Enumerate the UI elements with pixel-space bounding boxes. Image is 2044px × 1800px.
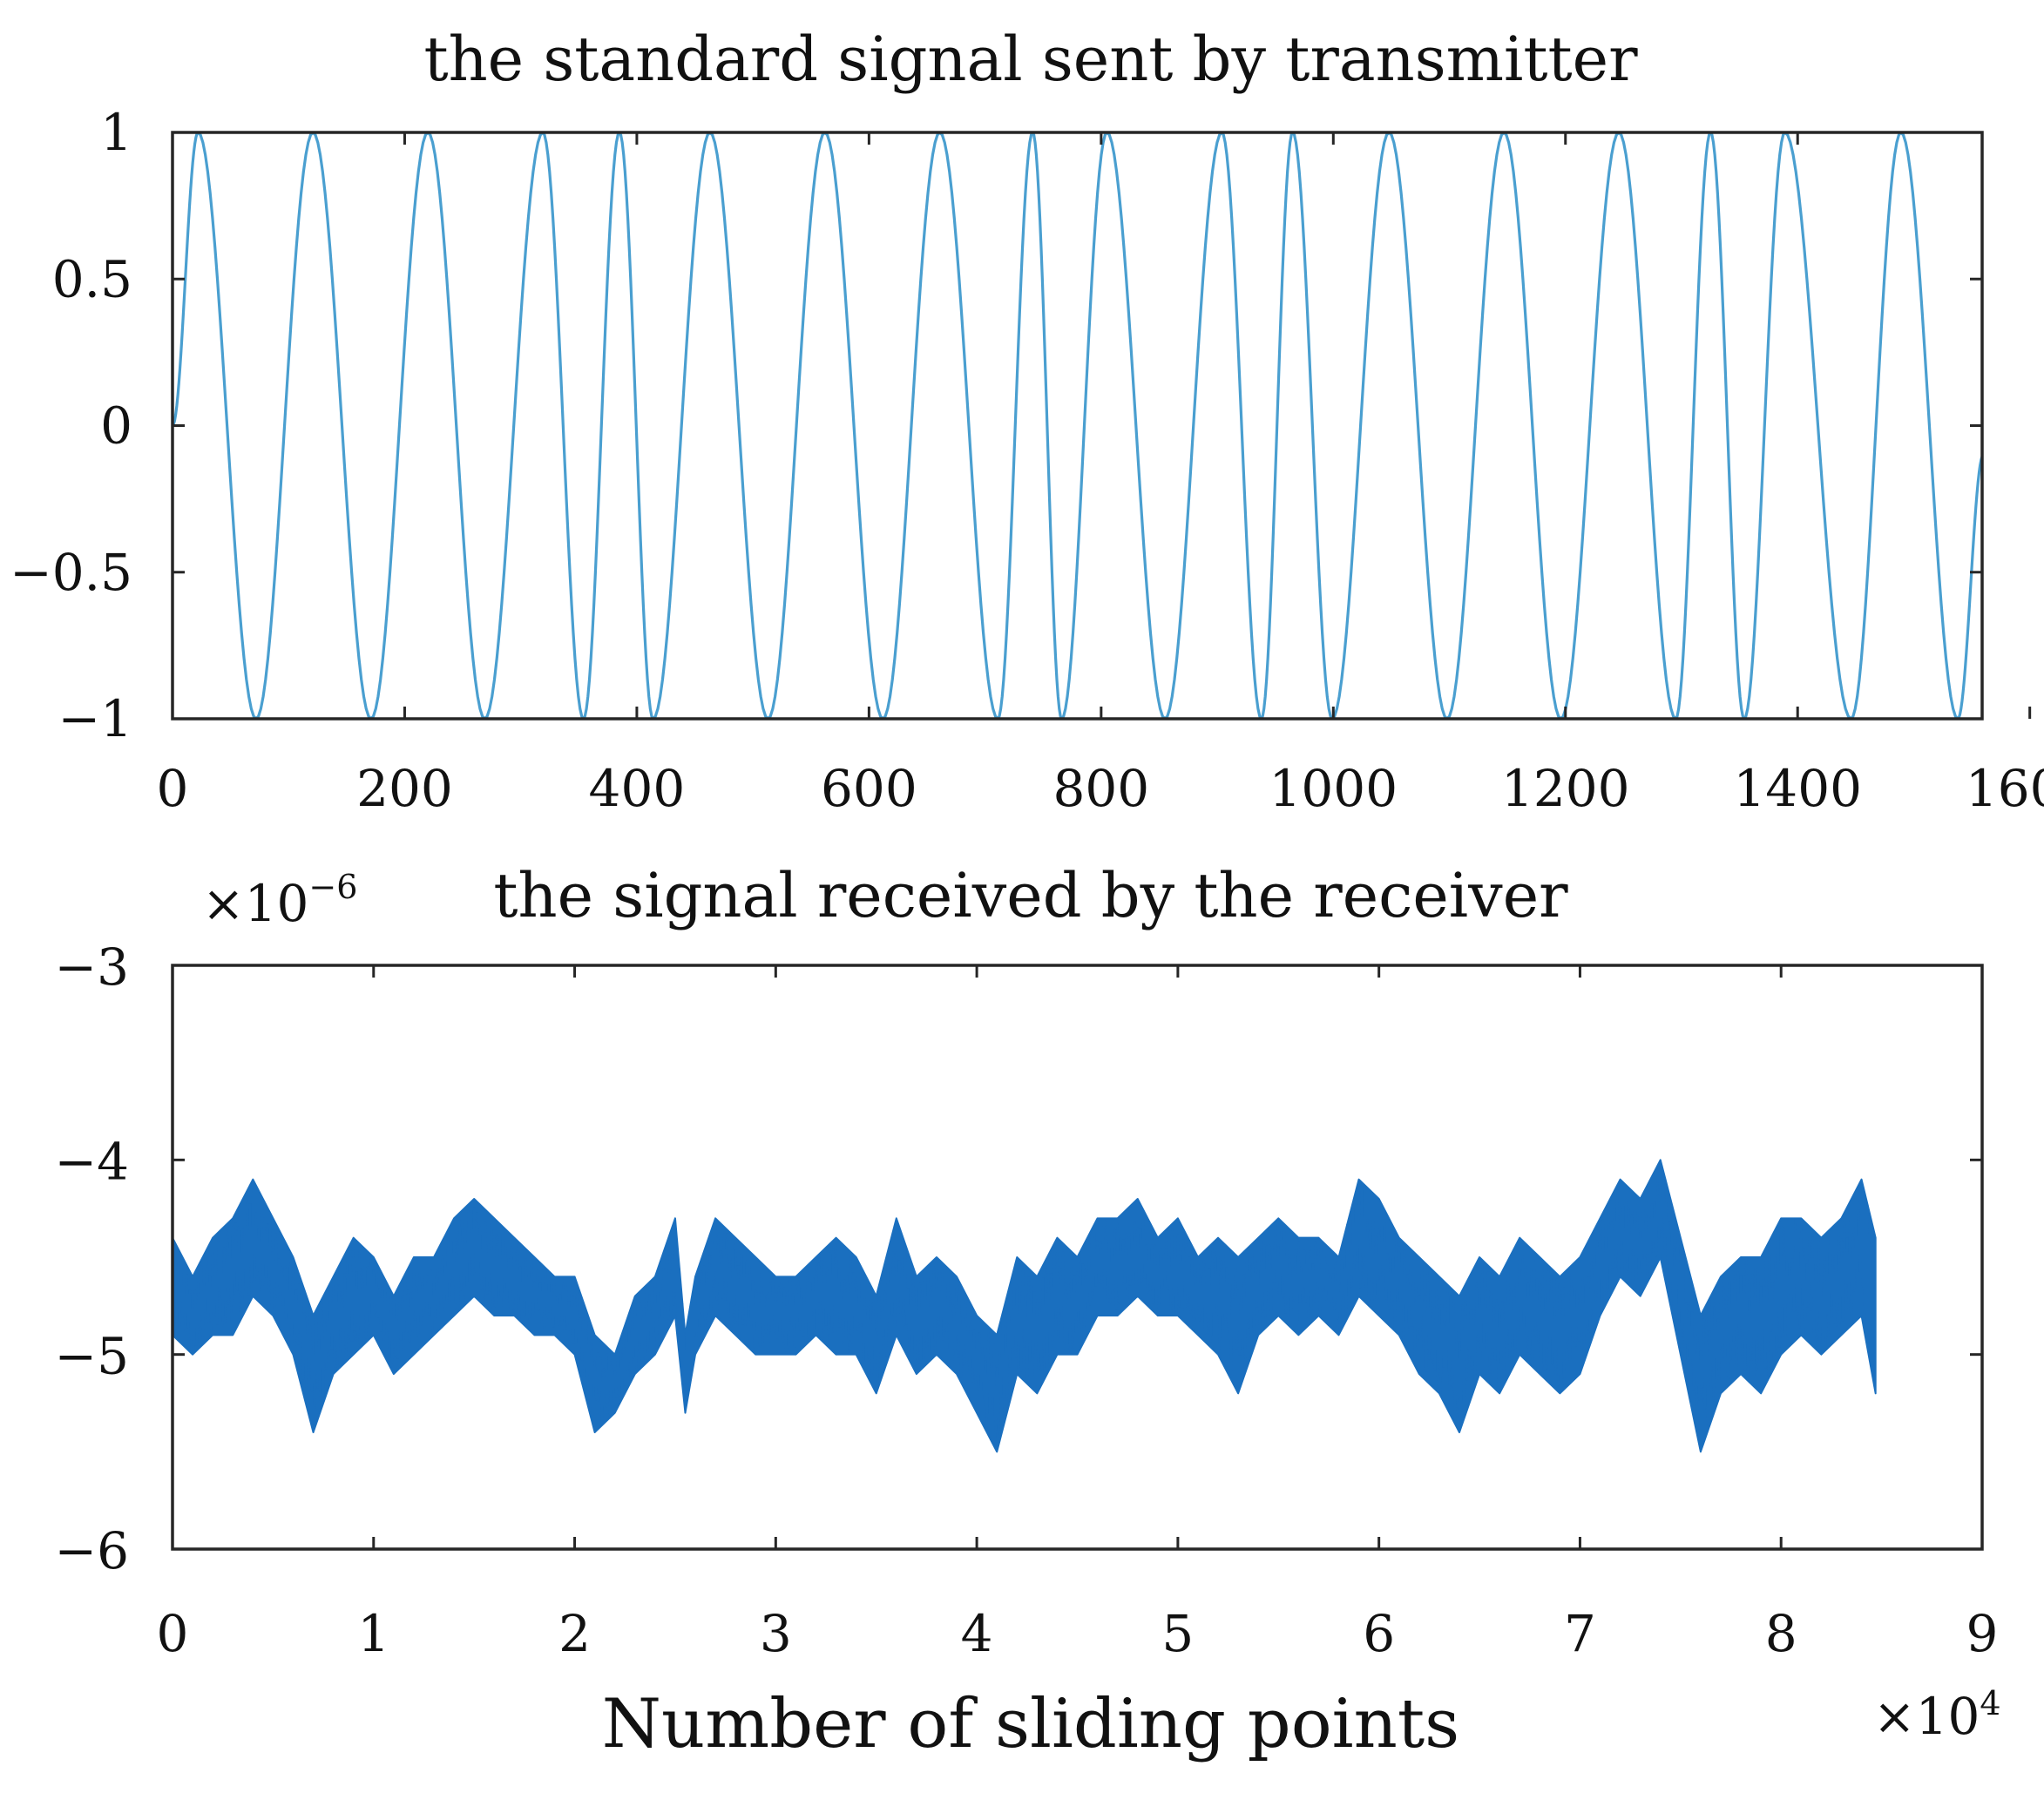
bottom-x-axis-label: Number of sliding points [602,1685,1459,1763]
top-x-tick-label: 400 [589,759,686,818]
top-y-tick-label: −1 [58,689,133,748]
top-x-tick-label: 1000 [1269,759,1398,818]
bottom-x-tick-label: 5 [1161,1604,1194,1663]
bottom-y-tick-label: −3 [55,937,130,997]
top-y-tick-label: 0 [100,396,132,456]
top-x-tick-label: 1600 [1966,759,2044,818]
bottom-x-tick-label: 9 [1966,1604,1999,1663]
bottom-x-tick-label: 3 [760,1604,792,1663]
top-chart: the standard signal sent by transmitter … [10,24,2044,818]
bottom-x-multiplier: ×104 [1873,1684,2001,1746]
top-y-tick-label: 1 [100,103,132,162]
bottom-axes-frame [171,964,1984,1551]
bottom-x-tick-label: 0 [157,1604,189,1663]
bottom-x-tick-label: 4 [961,1604,993,1663]
top-x-tick-label: 800 [1052,759,1149,818]
top-x-tick-label: 0 [157,759,189,818]
top-y-tick-label: −0.5 [10,543,132,602]
bottom-y-tick-label: −5 [55,1327,130,1386]
received-signal-line [173,1174,1876,1447]
bottom-x-tick-label: 6 [1363,1604,1395,1663]
bottom-x-tick-label: 7 [1564,1604,1596,1663]
bottom-x-tick-label: 2 [558,1604,591,1663]
bottom-y-tick-label: −4 [55,1132,130,1191]
bottom-x-tick-label: 1 [357,1604,389,1663]
top-x-tick-label: 600 [821,759,917,818]
bottom-chart-title: the signal received by the receiver [493,860,1568,931]
top-x-tick-label: 1200 [1501,759,1630,818]
top-x-tick-label: 1400 [1733,759,1862,818]
bottom-chart: ×10−6 the signal received by the receive… [55,860,2001,1763]
top-x-tick-label: 200 [356,759,453,818]
bottom-y-tick-label: −6 [55,1521,130,1580]
top-y-tick-label: 0.5 [52,249,132,308]
transmitted-signal-line [173,132,1982,719]
top-axes-frame [171,131,1984,721]
top-chart-title: the standard signal sent by transmitter [423,24,1638,95]
bottom-y-multiplier: ×10−6 [202,868,357,933]
bottom-x-tick-label: 8 [1765,1604,1797,1663]
